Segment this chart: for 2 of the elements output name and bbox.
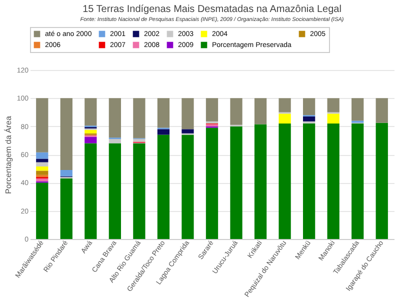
chart-title: 15 Terras Indígenas Mais Desmatadas na Amazônia Legal xyxy=(82,4,342,15)
y-axis-title: Porcentagem da Área xyxy=(4,116,13,194)
